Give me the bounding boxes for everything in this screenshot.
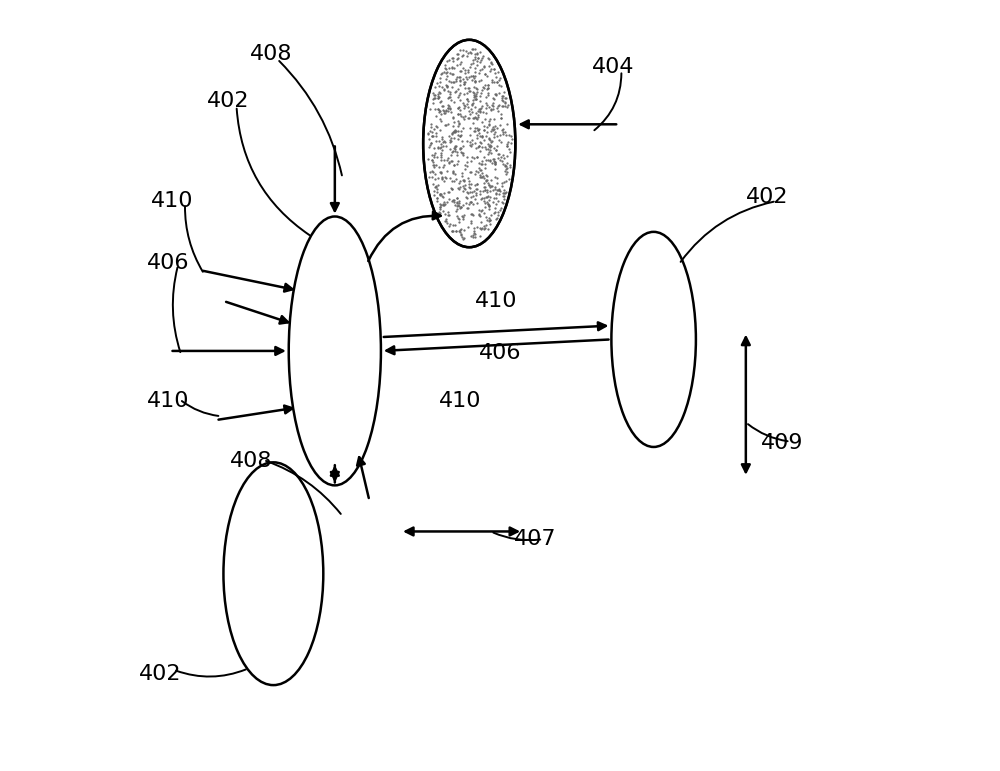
- Text: 410: 410: [147, 391, 189, 411]
- Text: 410: 410: [150, 191, 193, 211]
- Text: 402: 402: [746, 187, 788, 207]
- Text: 402: 402: [139, 664, 181, 684]
- Text: 408: 408: [250, 44, 293, 64]
- Ellipse shape: [223, 463, 323, 685]
- Ellipse shape: [611, 232, 696, 447]
- Text: 410: 410: [475, 291, 518, 311]
- Text: 410: 410: [439, 391, 481, 411]
- Text: 407: 407: [514, 529, 556, 549]
- Text: 408: 408: [230, 451, 272, 471]
- Ellipse shape: [289, 217, 381, 486]
- Ellipse shape: [423, 40, 515, 247]
- Text: 406: 406: [478, 343, 521, 363]
- Text: 409: 409: [761, 433, 804, 453]
- Text: 402: 402: [207, 91, 249, 111]
- Text: 404: 404: [592, 57, 635, 76]
- Text: 406: 406: [147, 253, 189, 273]
